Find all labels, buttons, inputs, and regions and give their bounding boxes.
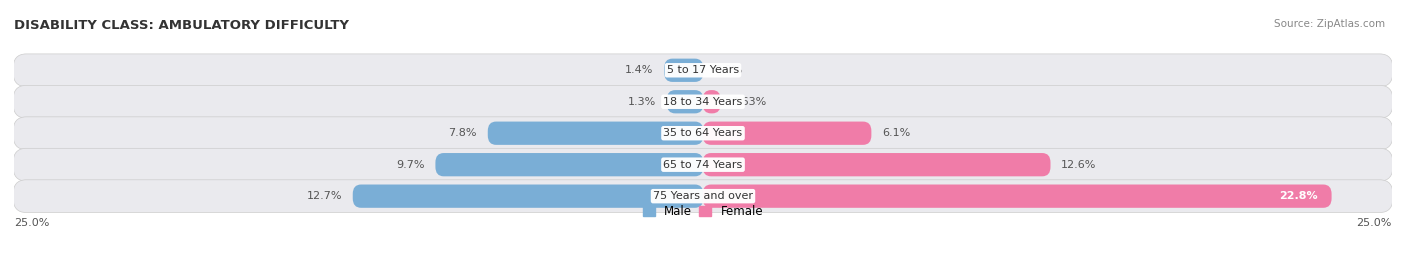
Text: 1.4%: 1.4% (626, 65, 654, 75)
Text: 18 to 34 Years: 18 to 34 Years (664, 97, 742, 107)
Text: 12.7%: 12.7% (307, 191, 342, 201)
Text: Source: ZipAtlas.com: Source: ZipAtlas.com (1274, 19, 1385, 29)
FancyBboxPatch shape (666, 90, 703, 113)
FancyBboxPatch shape (13, 54, 1393, 87)
Text: DISABILITY CLASS: AMBULATORY DIFFICULTY: DISABILITY CLASS: AMBULATORY DIFFICULTY (14, 19, 349, 32)
Text: 22.8%: 22.8% (1279, 191, 1317, 201)
Text: 25.0%: 25.0% (14, 218, 49, 228)
FancyBboxPatch shape (13, 117, 1393, 150)
Text: 65 to 74 Years: 65 to 74 Years (664, 160, 742, 170)
Text: 0.0%: 0.0% (714, 65, 742, 75)
Text: 35 to 64 Years: 35 to 64 Years (664, 128, 742, 138)
FancyBboxPatch shape (13, 148, 1393, 181)
Text: 7.8%: 7.8% (449, 128, 477, 138)
Text: 12.6%: 12.6% (1062, 160, 1097, 170)
Text: 5 to 17 Years: 5 to 17 Years (666, 65, 740, 75)
Text: 6.1%: 6.1% (882, 128, 910, 138)
FancyBboxPatch shape (13, 85, 1393, 118)
FancyBboxPatch shape (703, 122, 872, 145)
FancyBboxPatch shape (703, 184, 1331, 208)
Text: 25.0%: 25.0% (1357, 218, 1392, 228)
FancyBboxPatch shape (436, 153, 703, 176)
FancyBboxPatch shape (703, 90, 721, 113)
FancyBboxPatch shape (353, 184, 703, 208)
Legend: Male, Female: Male, Female (638, 200, 768, 222)
Text: 0.63%: 0.63% (731, 97, 766, 107)
Text: 9.7%: 9.7% (396, 160, 425, 170)
Text: 1.3%: 1.3% (628, 97, 657, 107)
Text: 75 Years and over: 75 Years and over (652, 191, 754, 201)
FancyBboxPatch shape (664, 59, 703, 82)
FancyBboxPatch shape (703, 153, 1050, 176)
FancyBboxPatch shape (488, 122, 703, 145)
FancyBboxPatch shape (13, 180, 1393, 213)
